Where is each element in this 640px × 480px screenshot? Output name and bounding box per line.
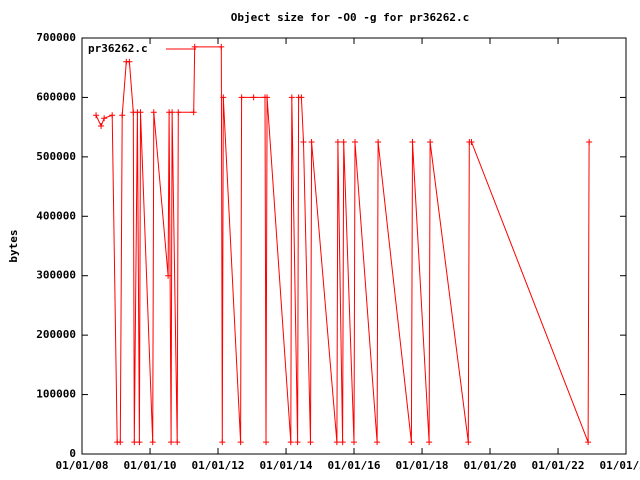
y-tick-label: 400000 — [36, 209, 76, 222]
point-marker — [168, 439, 175, 446]
point-marker — [165, 272, 172, 279]
point-marker — [131, 439, 138, 446]
point-marker — [375, 139, 382, 145]
chart-title: Object size for -O0 -g for pr36262.c — [231, 11, 469, 24]
y-axis-label: bytes — [7, 229, 20, 262]
point-marker — [93, 112, 100, 119]
point-marker — [169, 109, 176, 116]
x-tick-label: 01/01/08 — [56, 459, 109, 472]
point-marker — [408, 439, 415, 446]
x-tick-label: 01/01/16 — [328, 459, 381, 472]
point-marker — [374, 439, 381, 446]
point-marker — [465, 439, 472, 446]
x-tick-label: 01/01/18 — [396, 459, 449, 472]
point-marker — [409, 139, 416, 145]
point-marker — [287, 439, 294, 446]
point-marker — [294, 439, 301, 446]
point-marker — [109, 112, 116, 119]
point-marker — [339, 439, 346, 446]
y-tick-label: 200000 — [36, 328, 76, 341]
point-marker — [288, 94, 295, 101]
point-marker — [136, 439, 143, 446]
point-marker — [264, 94, 271, 101]
point-marker — [190, 109, 197, 116]
y-tick-label: 300000 — [36, 269, 76, 282]
point-marker — [119, 112, 126, 119]
point-marker — [427, 139, 434, 145]
point-marker — [220, 94, 227, 101]
point-marker — [126, 58, 133, 65]
series-line — [95, 46, 590, 443]
point-marker — [300, 139, 307, 145]
point-marker — [238, 94, 245, 101]
point-marker — [352, 139, 359, 145]
x-tick-label: 01/01/24 — [600, 459, 640, 472]
y-tick-label: 600000 — [36, 90, 76, 103]
point-marker — [585, 439, 592, 446]
x-tick-label: 01/01/12 — [192, 459, 245, 472]
point-marker — [219, 439, 226, 446]
x-tick-label: 01/01/22 — [532, 459, 585, 472]
x-tick-label: 01/01/14 — [260, 459, 313, 472]
point-marker — [98, 122, 105, 129]
point-marker — [150, 109, 157, 116]
point-marker — [334, 139, 341, 145]
point-marker — [117, 439, 124, 446]
point-marker — [308, 139, 315, 145]
point-marker — [298, 94, 305, 101]
point-marker — [137, 109, 144, 116]
point-marker — [101, 115, 108, 122]
point-marker — [218, 43, 225, 50]
point-marker — [307, 439, 314, 446]
y-tick-label: 500000 — [36, 150, 76, 163]
point-marker — [586, 139, 593, 145]
point-marker — [426, 439, 433, 446]
point-marker — [333, 439, 340, 446]
y-tick-label: 700000 — [36, 31, 76, 44]
y-tick-label: 100000 — [36, 388, 76, 401]
point-marker — [175, 109, 182, 116]
x-tick-label: 01/01/10 — [124, 459, 177, 472]
point-marker — [174, 439, 181, 446]
point-marker — [351, 439, 357, 446]
legend-label: pr36262.c — [88, 42, 148, 55]
point-marker — [468, 139, 475, 145]
point-marker — [237, 439, 244, 446]
point-marker — [250, 94, 257, 101]
y-tick-label: 0 — [69, 447, 76, 460]
point-marker — [149, 439, 156, 446]
point-marker — [340, 139, 347, 145]
point-marker — [263, 439, 270, 446]
x-tick-label: 01/01/20 — [464, 459, 517, 472]
